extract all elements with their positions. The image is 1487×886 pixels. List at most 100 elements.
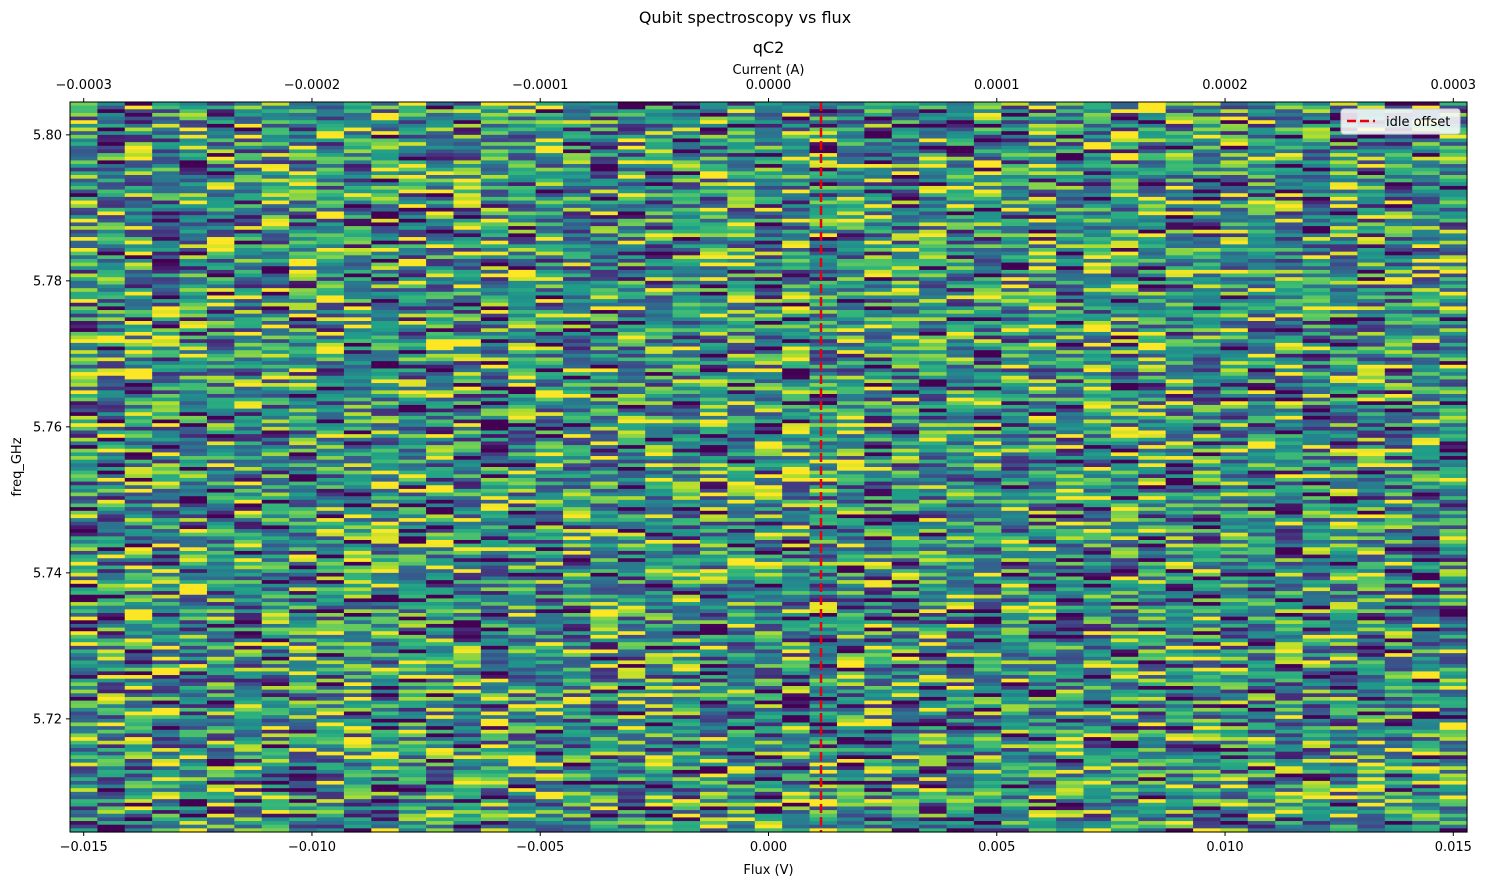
heatmap-cell: [261, 226, 290, 231]
heatmap-cell: [179, 576, 208, 581]
heatmap-cell: [617, 780, 646, 786]
heatmap-cell: [480, 248, 509, 253]
heatmap-cell: [261, 302, 290, 307]
heatmap-cell: [206, 799, 235, 804]
heatmap-cell: [426, 481, 455, 486]
heatmap-cell: [426, 412, 455, 417]
heatmap-cell: [261, 492, 290, 497]
heatmap-cell: [672, 667, 701, 672]
heatmap-cell: [480, 127, 509, 132]
heatmap-cell: [535, 799, 564, 804]
heatmap-cell: [343, 266, 372, 271]
heatmap-cell: [453, 123, 482, 129]
heatmap-cell: [645, 196, 674, 202]
heatmap-cell: [426, 660, 455, 665]
heatmap-cell: [508, 361, 537, 366]
heatmap-cell: [645, 525, 674, 530]
heatmap-cell: [672, 591, 701, 596]
heatmap-cell: [727, 215, 756, 220]
heatmap-cell: [617, 715, 646, 720]
heatmap-cell: [700, 277, 729, 282]
heatmap-cell: [480, 598, 509, 603]
heatmap-cell: [261, 525, 290, 530]
heatmap-cell: [508, 806, 537, 811]
heatmap-cell: [179, 715, 208, 720]
heatmap-cell: [563, 189, 592, 194]
heatmap-cell: [289, 189, 318, 194]
heatmap-cell: [398, 193, 427, 198]
heatmap-cell: [124, 105, 153, 110]
heatmap-cell: [645, 313, 674, 318]
heatmap-cell: [124, 682, 153, 687]
heatmap-cell: [426, 404, 455, 410]
heatmap-cell: [645, 178, 674, 183]
heatmap-cell: [179, 795, 208, 800]
heatmap-cell: [508, 759, 537, 764]
heatmap-cell: [563, 550, 592, 556]
heatmap-cell: [535, 664, 564, 669]
heatmap-cell: [645, 817, 674, 822]
heatmap-cell: [535, 645, 564, 651]
heatmap-cell: [617, 175, 646, 180]
heatmap-cell: [590, 237, 619, 242]
heatmap-cell: [508, 207, 537, 213]
heatmap-cell: [316, 313, 345, 318]
heatmap-cell: [480, 437, 509, 443]
heatmap-cell: [234, 248, 263, 253]
heatmap-cell: [590, 583, 619, 589]
heatmap-cell: [70, 686, 98, 691]
heatmap-cell: [289, 521, 318, 526]
heatmap-cell: [617, 620, 646, 625]
heatmap-cell: [672, 423, 701, 428]
heatmap-cell: [152, 288, 181, 293]
heatmap-cell: [453, 627, 482, 632]
heatmap-cell: [535, 507, 564, 512]
heatmap-cell: [152, 164, 181, 169]
heatmap-cell: [179, 350, 208, 355]
heatmap-cell: [179, 189, 208, 194]
heatmap-cell: [590, 423, 619, 428]
heatmap-cell: [645, 569, 674, 574]
heatmap-cell: [343, 441, 372, 446]
heatmap-cell: [590, 718, 619, 724]
heatmap-cell: [480, 773, 509, 778]
heatmap-cell: [261, 233, 290, 238]
heatmap-cell: [316, 689, 345, 694]
heatmap-cell: [617, 726, 646, 731]
heatmap-cell: [206, 718, 235, 724]
heatmap-cell: [426, 733, 455, 738]
heatmap-cell: [426, 277, 455, 282]
heatmap-cell: [234, 748, 263, 753]
heatmap-cell: [97, 536, 126, 541]
heatmap-cell: [371, 196, 400, 202]
heatmap-cell: [590, 638, 619, 643]
heatmap-cell: [590, 751, 619, 756]
heatmap-cell: [480, 156, 509, 161]
heatmap-cell: [480, 160, 509, 165]
heatmap-cell: [426, 211, 455, 216]
heatmap-cell: [70, 696, 98, 702]
heatmap-cell: [371, 605, 400, 610]
heatmap-cell: [672, 700, 701, 705]
heatmap-cell: [289, 795, 318, 800]
heatmap-cell: [316, 131, 345, 136]
heatmap-cell: [97, 127, 126, 132]
heatmap-cell: [700, 437, 729, 443]
heatmap-cell: [645, 226, 674, 231]
heatmap-cell: [617, 200, 646, 205]
heatmap-cell: [590, 645, 619, 651]
heatmap-cell: [343, 755, 372, 760]
heatmap-cell: [453, 810, 482, 815]
heatmap-cell: [700, 342, 729, 348]
heatmap-cell: [97, 540, 126, 545]
heatmap-cell: [535, 773, 564, 778]
heatmap-cell: [343, 185, 372, 191]
heatmap-cell: [152, 269, 181, 275]
heatmap-cell: [124, 353, 153, 359]
heatmap-cell: [398, 791, 427, 797]
heatmap-cell: [480, 112, 509, 118]
heatmap-cell: [152, 802, 181, 808]
heatmap-cell: [590, 616, 619, 621]
heatmap-cell: [727, 412, 756, 417]
heatmap-cell: [617, 740, 646, 745]
